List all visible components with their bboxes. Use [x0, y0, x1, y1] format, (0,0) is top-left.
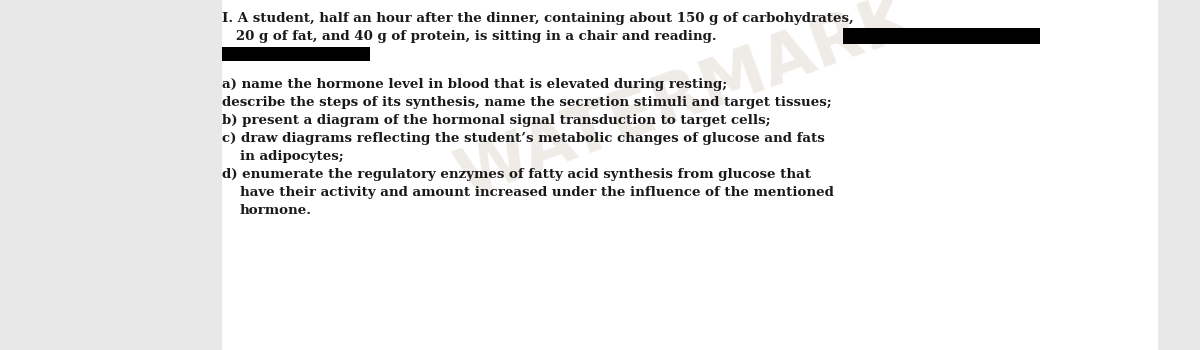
Text: I. A student, half an hour after the dinner, containing about 150 g of carbohydr: I. A student, half an hour after the din…	[222, 12, 853, 25]
Text: WATERMARK: WATERMARK	[448, 0, 920, 211]
Text: c) draw diagrams reflecting the student’s metabolic changes of glucose and fats: c) draw diagrams reflecting the student’…	[222, 132, 824, 145]
Text: d) enumerate the regulatory enzymes of fatty acid synthesis from glucose that: d) enumerate the regulatory enzymes of f…	[222, 168, 811, 181]
Text: b) present a diagram of the hormonal signal transduction to target cells;: b) present a diagram of the hormonal sig…	[222, 114, 770, 127]
Bar	[222, 47, 370, 61]
Text: 20 g of fat, and 40 g of protein, is sitting in a chair and reading.: 20 g of fat, and 40 g of protein, is sit…	[222, 30, 716, 43]
Text: a) name the hormone level in blood that is elevated during resting;: a) name the hormone level in blood that …	[222, 78, 727, 91]
Text: describe the steps of its synthesis, name the secretion stimuli and target tissu: describe the steps of its synthesis, nam…	[222, 96, 832, 109]
Text: have their activity and amount increased under the influence of the mentioned: have their activity and amount increased…	[240, 186, 834, 199]
Text: hormone.: hormone.	[240, 204, 312, 217]
Text: in adipocytes;: in adipocytes;	[240, 150, 343, 163]
Bar	[222, 0, 1158, 350]
Bar	[842, 28, 1040, 44]
